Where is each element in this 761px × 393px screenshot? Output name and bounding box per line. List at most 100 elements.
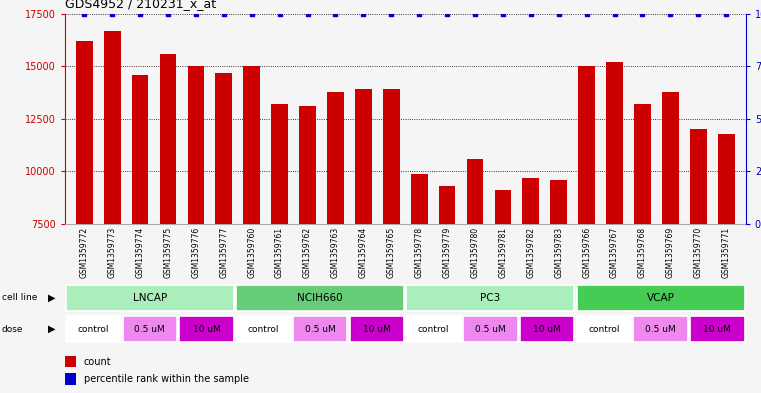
Bar (236, 316, 291, 342)
Text: GSM1359761: GSM1359761 (275, 227, 284, 278)
Bar (327, 92, 344, 382)
Bar (271, 104, 288, 382)
Point (581, 11, 593, 17)
Point (189, 11, 202, 17)
Text: GSM1359782: GSM1359782 (527, 227, 535, 278)
Text: control: control (588, 325, 619, 334)
Bar (65, 373, 76, 385)
Point (469, 11, 481, 17)
Text: GSM1359769: GSM1359769 (666, 227, 675, 278)
Bar (406, 285, 575, 310)
Bar (411, 174, 428, 382)
Text: GSM1359783: GSM1359783 (554, 227, 563, 278)
Bar (160, 54, 177, 382)
Text: GSM1359764: GSM1359764 (359, 227, 368, 278)
Text: GSM1359778: GSM1359778 (415, 227, 424, 278)
Text: GSM1359768: GSM1359768 (638, 227, 647, 278)
Bar (132, 75, 148, 382)
Point (385, 11, 397, 17)
Bar (123, 316, 177, 342)
Bar (690, 316, 745, 342)
Bar (466, 159, 483, 382)
Bar (607, 62, 623, 382)
Bar (634, 104, 651, 382)
Point (301, 11, 314, 17)
Bar (690, 129, 707, 382)
Text: 10 uM: 10 uM (193, 325, 221, 334)
Point (78, 11, 91, 17)
Text: ▶: ▶ (48, 324, 56, 334)
Bar (439, 186, 456, 382)
Text: ▶: ▶ (48, 293, 56, 303)
Text: GSM1359777: GSM1359777 (219, 227, 228, 278)
Bar (718, 134, 734, 382)
Point (497, 11, 509, 17)
Bar (578, 66, 595, 382)
Text: 0.5 uM: 0.5 uM (135, 325, 165, 334)
Text: GSM1359780: GSM1359780 (470, 227, 479, 278)
Point (106, 11, 118, 17)
Point (162, 11, 174, 17)
Bar (299, 106, 316, 382)
Text: LNCAP: LNCAP (132, 293, 167, 303)
Point (441, 11, 454, 17)
Bar (349, 316, 404, 342)
Text: PC3: PC3 (480, 293, 501, 303)
Text: cell line: cell line (2, 293, 37, 302)
Text: 0.5 uM: 0.5 uM (475, 325, 506, 334)
Text: GSM1359772: GSM1359772 (80, 227, 89, 278)
Point (636, 11, 648, 17)
Text: NCIH660: NCIH660 (298, 293, 343, 303)
Point (720, 11, 732, 17)
Text: GDS4952 / 210231_x_at: GDS4952 / 210231_x_at (65, 0, 216, 11)
Bar (495, 190, 511, 382)
Text: 0.5 uM: 0.5 uM (304, 325, 336, 334)
Text: GSM1359774: GSM1359774 (135, 227, 145, 278)
Text: control: control (418, 325, 449, 334)
Text: 0.5 uM: 0.5 uM (645, 325, 676, 334)
Bar (293, 316, 347, 342)
Point (552, 11, 565, 17)
Point (273, 11, 285, 17)
Bar (523, 178, 540, 382)
Text: GSM1359775: GSM1359775 (164, 227, 173, 278)
Bar (463, 316, 517, 342)
Point (330, 11, 342, 17)
Bar (180, 316, 234, 342)
Bar (633, 316, 688, 342)
Bar (383, 90, 400, 382)
Text: GSM1359760: GSM1359760 (247, 227, 256, 278)
Point (218, 11, 230, 17)
Point (246, 11, 258, 17)
Text: GSM1359781: GSM1359781 (498, 227, 508, 278)
Bar (236, 285, 404, 310)
Point (357, 11, 369, 17)
Bar (215, 73, 232, 382)
Bar (65, 356, 76, 367)
Bar (577, 316, 631, 342)
Text: GSM1359771: GSM1359771 (721, 227, 731, 278)
Text: control: control (78, 325, 109, 334)
Bar (244, 66, 260, 382)
Bar (550, 180, 567, 382)
Point (609, 11, 621, 17)
Bar (406, 316, 461, 342)
Bar (65, 285, 234, 310)
Text: GSM1359767: GSM1359767 (610, 227, 619, 278)
Bar (103, 31, 120, 382)
Text: VCAP: VCAP (647, 293, 674, 303)
Point (664, 11, 677, 17)
Text: GSM1359763: GSM1359763 (331, 227, 340, 278)
Point (134, 11, 146, 17)
Text: 10 uM: 10 uM (533, 325, 561, 334)
Text: GSM1359762: GSM1359762 (303, 227, 312, 278)
Bar (187, 66, 204, 382)
Text: GSM1359766: GSM1359766 (582, 227, 591, 278)
Bar (662, 92, 679, 382)
Bar (76, 41, 93, 382)
Text: dose: dose (2, 325, 23, 334)
Point (693, 11, 705, 17)
Text: percentile rank within the sample: percentile rank within the sample (84, 374, 249, 384)
Text: GSM1359765: GSM1359765 (387, 227, 396, 278)
Text: count: count (84, 356, 111, 367)
